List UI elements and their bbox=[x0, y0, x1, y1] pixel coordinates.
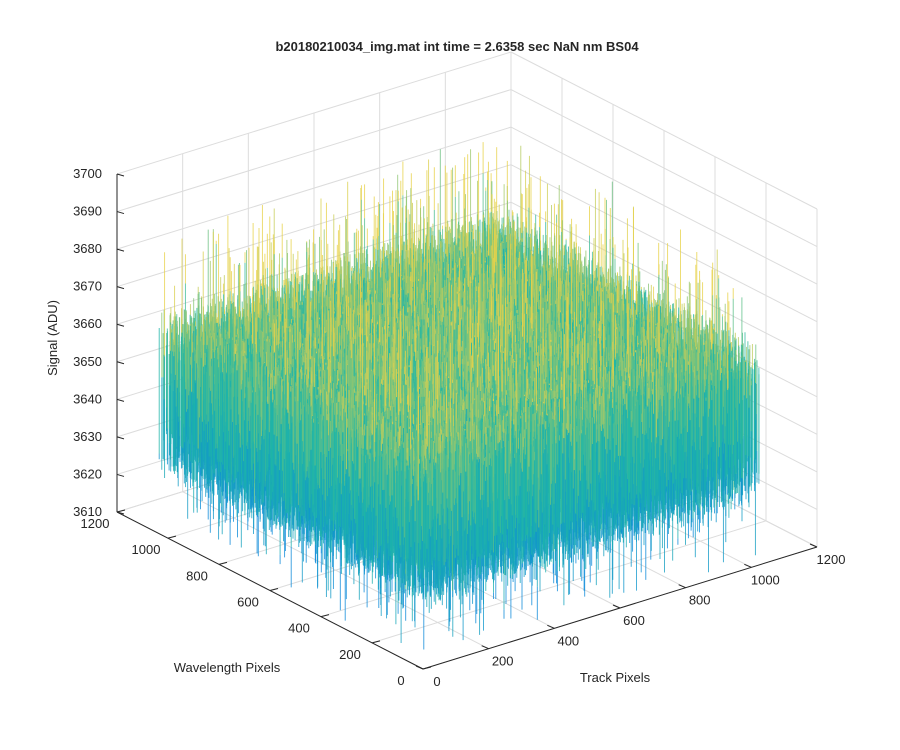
surface-strip bbox=[561, 199, 571, 267]
surface bbox=[158, 142, 760, 650]
wall-gridline-z bbox=[510, 164, 818, 323]
wall-gridline-z bbox=[510, 51, 818, 210]
surface-strip bbox=[402, 161, 541, 256]
surface-strip bbox=[364, 184, 495, 278]
surface-strip bbox=[454, 142, 532, 277]
surface-strip bbox=[450, 169, 530, 281]
surface-strip bbox=[373, 178, 611, 312]
wall-gridline-z bbox=[116, 51, 512, 175]
wall-gridline-z bbox=[116, 89, 512, 213]
wall-gridline-z bbox=[510, 89, 818, 248]
surface-strip bbox=[376, 212, 606, 301]
wall-gridline-z bbox=[116, 126, 512, 250]
wall-gridline-z bbox=[510, 126, 818, 285]
